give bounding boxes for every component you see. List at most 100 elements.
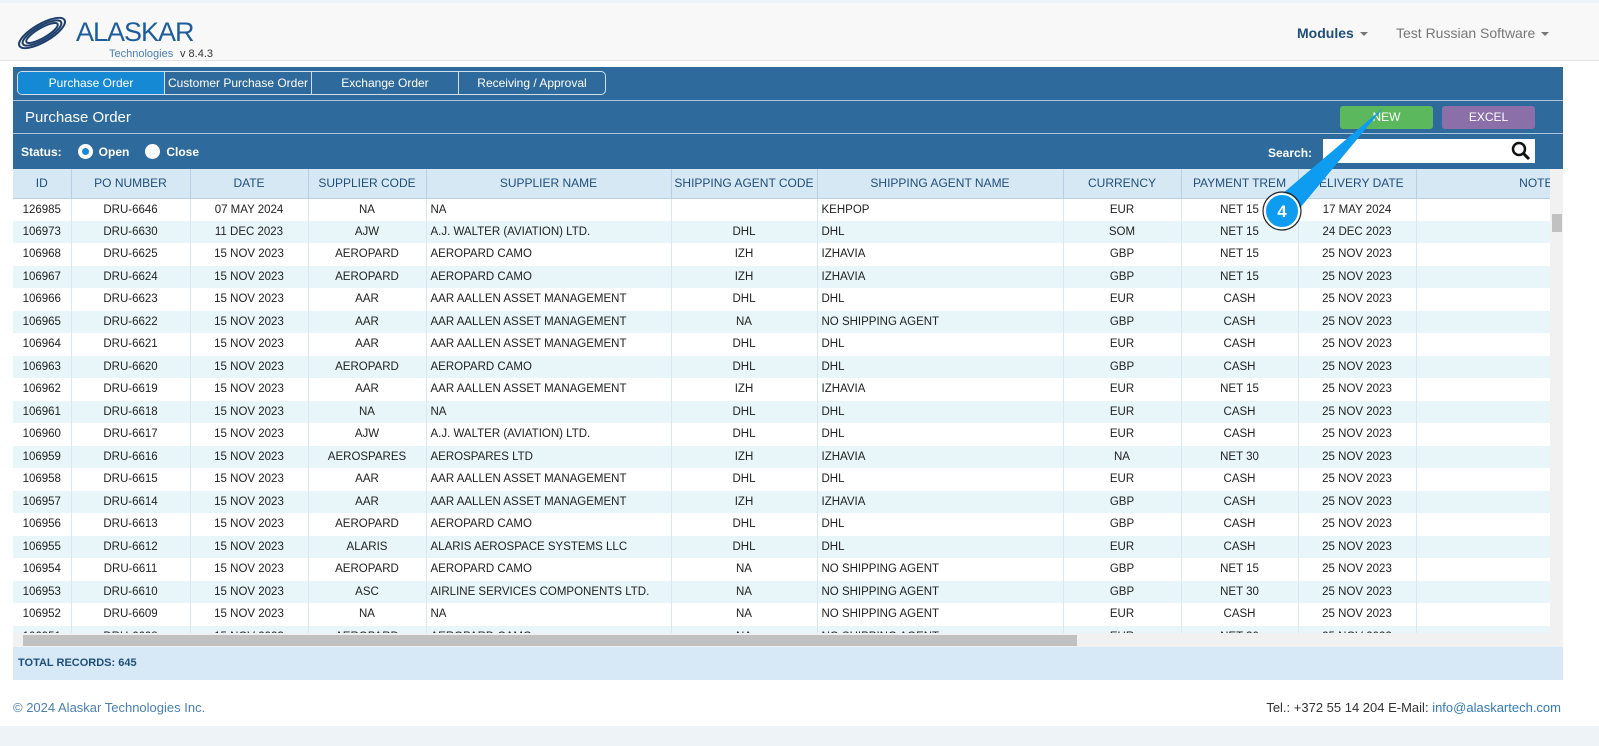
table-row[interactable]: 106963 DRU-6620 15 NOV 2023 AEROPARD AEROPAR… bbox=[13, 355, 1550, 378]
table-cell: AAR bbox=[308, 378, 427, 401]
table-row[interactable]: 106968 DRU-6625 15 NOV 2023 AEROPARD AEROPAR… bbox=[13, 243, 1550, 266]
table-cell bbox=[671, 198, 818, 221]
vertical-scrollbar[interactable] bbox=[1550, 169, 1563, 647]
modules-menu[interactable]: Modules bbox=[1297, 25, 1368, 41]
table-cell: 25 NOV 2023 bbox=[1298, 558, 1417, 581]
table-cell: NA bbox=[671, 603, 818, 626]
contact-info: Tel.: +372 55 14 204 E-Mail: info@alaska… bbox=[1266, 700, 1561, 715]
table-row[interactable]: 106959 DRU-6616 15 NOV 2023 AEROSPARES AEROS… bbox=[13, 445, 1550, 468]
table-cell: AEROPARD CAMO bbox=[426, 265, 672, 288]
table-cell: IZHAVIA bbox=[817, 378, 1064, 401]
table-cell: DHL bbox=[817, 468, 1064, 491]
tab-exchange-order[interactable]: Exchange Order bbox=[312, 72, 459, 94]
table-row[interactable]: 106964 DRU-6621 15 NOV 2023 AAR AAR AALLEN A… bbox=[13, 333, 1550, 356]
table-cell: DHL bbox=[671, 355, 818, 378]
tab-customer-purchase-order[interactable]: Customer Purchase Order bbox=[165, 72, 312, 94]
column-header[interactable]: CURRENCY bbox=[1063, 169, 1182, 199]
table-row[interactable]: 106973 DRU-6630 11 DEC 2023 AJW A.J. WALTER … bbox=[13, 220, 1550, 243]
column-header[interactable]: PO NUMBER bbox=[71, 169, 191, 199]
table-row[interactable]: 106953 DRU-6610 15 NOV 2023 ASC AIRLINE SERV… bbox=[13, 580, 1550, 603]
table-cell: 25 NOV 2023 bbox=[1298, 265, 1417, 288]
column-header[interactable]: ID bbox=[13, 169, 72, 199]
table-row[interactable]: 106961 DRU-6618 15 NOV 2023 NA NA DHL DHL EUR CA… bbox=[13, 400, 1550, 423]
close-radio[interactable] bbox=[145, 144, 161, 159]
table-row[interactable]: 106955 DRU-6612 15 NOV 2023 ALARIS ALARIS AE… bbox=[13, 535, 1550, 558]
table-cell: 106957 bbox=[13, 490, 72, 513]
table-cell: 25 NOV 2023 bbox=[1298, 378, 1417, 401]
table-row[interactable]: 106967 DRU-6624 15 NOV 2023 AEROPARD AEROPAR… bbox=[13, 265, 1550, 288]
table-row[interactable]: 106956 DRU-6613 15 NOV 2023 AEROPARD AEROPAR… bbox=[13, 513, 1550, 536]
table-cell: DHL bbox=[817, 400, 1064, 423]
search-icon[interactable] bbox=[1511, 141, 1531, 161]
company-menu[interactable]: Test Russian Software bbox=[1396, 25, 1550, 41]
table-row[interactable]: 106965 DRU-6622 15 NOV 2023 AAR AAR AALLEN A… bbox=[13, 310, 1550, 333]
alaskar-logo[interactable]: ALASKAR Technologies v 8.4.3 bbox=[14, 11, 254, 61]
open-radio[interactable] bbox=[77, 144, 93, 159]
table-cell: IZHAVIA bbox=[817, 445, 1064, 468]
table-cell: IZH bbox=[671, 265, 818, 288]
tab-receiving-approval[interactable]: Receiving / Approval bbox=[477, 76, 587, 90]
table-cell: NA bbox=[426, 603, 672, 626]
column-header[interactable]: SUPPLIER NAME bbox=[426, 169, 672, 199]
search-input[interactable] bbox=[1323, 139, 1535, 163]
tab-purchase-order[interactable]: Purchase Order bbox=[18, 72, 165, 94]
column-header[interactable]: SHIPPING AGENT NAME bbox=[817, 169, 1064, 199]
table-cell: NO SHIPPING AGENT bbox=[817, 603, 1064, 626]
table-row[interactable]: 106960 DRU-6617 15 NOV 2023 AJW A.J. WALTER … bbox=[13, 423, 1550, 446]
table-cell: NA bbox=[308, 198, 427, 221]
status-filter: Status: Open Close bbox=[21, 144, 199, 159]
table-row[interactable]: 106966 DRU-6623 15 NOV 2023 AAR AAR AALLEN A… bbox=[13, 288, 1550, 311]
open-label[interactable]: Open bbox=[98, 144, 130, 159]
table-cell: NA bbox=[308, 603, 427, 626]
table-row[interactable]: 106962 DRU-6619 15 NOV 2023 AAR AAR AALLEN A… bbox=[13, 378, 1550, 401]
table-cell: NET 15 bbox=[1181, 220, 1299, 243]
column-header[interactable]: NOTE bbox=[1416, 169, 1550, 199]
table-cell: NET 15 bbox=[1181, 558, 1299, 581]
table-row[interactable]: 106952 DRU-6609 15 NOV 2023 NA NA NA NO SHIPPI… bbox=[13, 603, 1550, 626]
table-cell: IZHAVIA bbox=[817, 243, 1064, 266]
table-cell: 15 NOV 2023 bbox=[190, 243, 309, 266]
table-cell: CASH bbox=[1181, 355, 1299, 378]
table-cell: DRU-6630 bbox=[71, 220, 191, 243]
status-label: Status: bbox=[21, 144, 62, 159]
new-button[interactable]: NEW bbox=[1340, 106, 1433, 129]
table-cell bbox=[1416, 513, 1550, 536]
table-cell: DHL bbox=[671, 535, 818, 558]
table-row[interactable]: 106958 DRU-6615 15 NOV 2023 AAR AAR AALLEN A… bbox=[13, 468, 1550, 491]
table-cell: GBP bbox=[1063, 265, 1182, 288]
table-cell: 25 NOV 2023 bbox=[1298, 355, 1417, 378]
horizontal-scroll-thumb[interactable] bbox=[23, 635, 1077, 646]
vertical-scroll-thumb[interactable] bbox=[1552, 214, 1562, 232]
table-cell: AAR AALLEN ASSET MANAGEMENT bbox=[426, 333, 672, 356]
table-cell: DRU-6625 bbox=[71, 243, 191, 266]
table-cell: 25 NOV 2023 bbox=[1298, 468, 1417, 491]
table-cell: DRU-6610 bbox=[71, 580, 191, 603]
contact-text: Tel.: +372 55 14 204 E-Mail: bbox=[1266, 700, 1429, 715]
table-cell: CASH bbox=[1181, 310, 1299, 333]
table-cell: IZH bbox=[671, 490, 818, 513]
table-cell: AAR bbox=[308, 490, 427, 513]
table-cell: AAR bbox=[308, 288, 427, 311]
table-cell: 15 NOV 2023 bbox=[190, 400, 309, 423]
close-label[interactable]: Close bbox=[166, 144, 200, 159]
table-cell: IZHAVIA bbox=[817, 490, 1064, 513]
table-cell: DHL bbox=[671, 423, 818, 446]
table-cell: NET 30 bbox=[1181, 445, 1299, 468]
table-cell: 15 NOV 2023 bbox=[190, 355, 309, 378]
table-cell: 25 NOV 2023 bbox=[1298, 603, 1417, 626]
table-cell: 25 NOV 2023 bbox=[1298, 513, 1417, 536]
table-row[interactable]: 106957 DRU-6614 15 NOV 2023 AAR AAR AALLEN A… bbox=[13, 490, 1550, 513]
annotation-pointer bbox=[1275, 108, 1383, 208]
table-cell: CASH bbox=[1181, 513, 1299, 536]
column-header[interactable]: SHIPPING AGENT CODE bbox=[671, 169, 818, 199]
table-cell: AEROSPARES LTD bbox=[426, 445, 672, 468]
column-header[interactable]: SUPPLIER CODE bbox=[308, 169, 427, 199]
table-cell: DHL bbox=[817, 333, 1064, 356]
table-row[interactable]: 106954 DRU-6611 15 NOV 2023 AEROPARD AEROPAR… bbox=[13, 558, 1550, 581]
excel-button[interactable]: EXCEL bbox=[1442, 106, 1535, 129]
email-link[interactable]: info@alaskartech.com bbox=[1432, 700, 1561, 715]
table-cell: NO SHIPPING AGENT bbox=[817, 558, 1064, 581]
column-header[interactable]: DATE bbox=[190, 169, 309, 199]
table-cell bbox=[1416, 378, 1550, 401]
horizontal-scrollbar[interactable] bbox=[13, 633, 1550, 647]
